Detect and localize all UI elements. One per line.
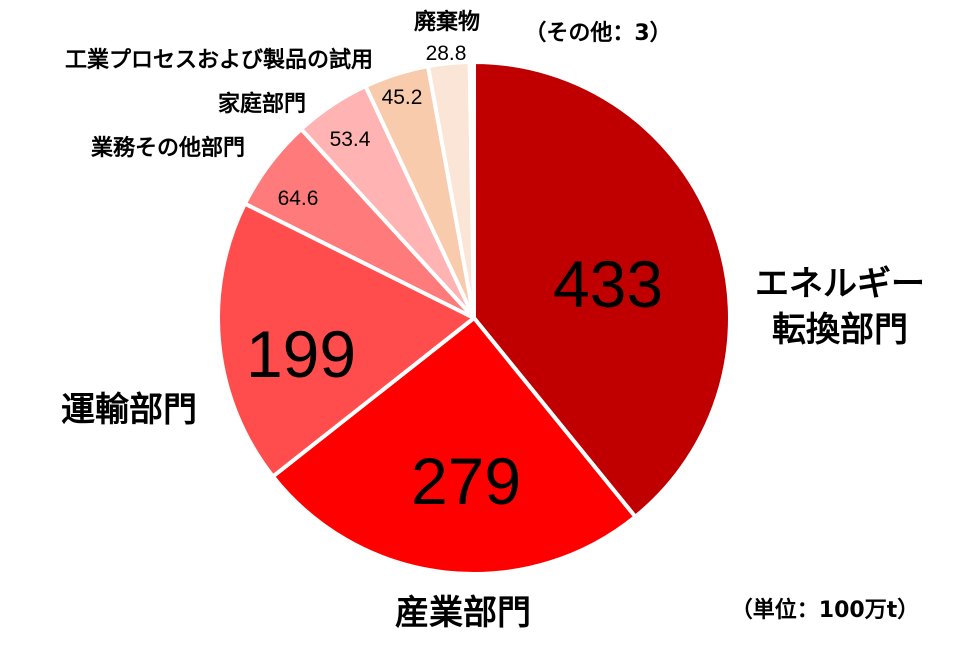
value-label-energy: 433 [553,247,663,321]
value-label-household: 53.4 [330,128,371,151]
value-label-business: 64.6 [278,187,319,210]
category-label-industrial-process: 工業プロセスおよび製品の試用 [65,47,373,73]
category-label-household: 家庭部門 [218,91,306,117]
pie-slice-other [467,60,476,320]
category-label-waste: 廃棄物 [414,9,480,35]
category-label-energy-line2: 転換部門 [772,310,908,350]
value-label-industrial-process: 45.2 [382,86,423,109]
value-label-transport: 199 [246,317,356,391]
category-label-transport: 運輸部門 [61,390,197,430]
pie-slice-transport [216,201,476,479]
value-label-waste: 28.8 [426,42,467,65]
other-note: （その他：3） [524,21,671,46]
unit-note: （単位：100万t） [731,597,919,623]
pie-slices [216,60,732,576]
pie-slice-industry [270,316,638,576]
category-label-business: 業務その他部門 [91,135,245,161]
value-label-industry: 279 [411,444,521,518]
pie-slice-energy [472,60,732,519]
category-label-energy-line1: エネルギー [755,264,925,304]
category-label-industry: 産業部門 [395,593,531,633]
